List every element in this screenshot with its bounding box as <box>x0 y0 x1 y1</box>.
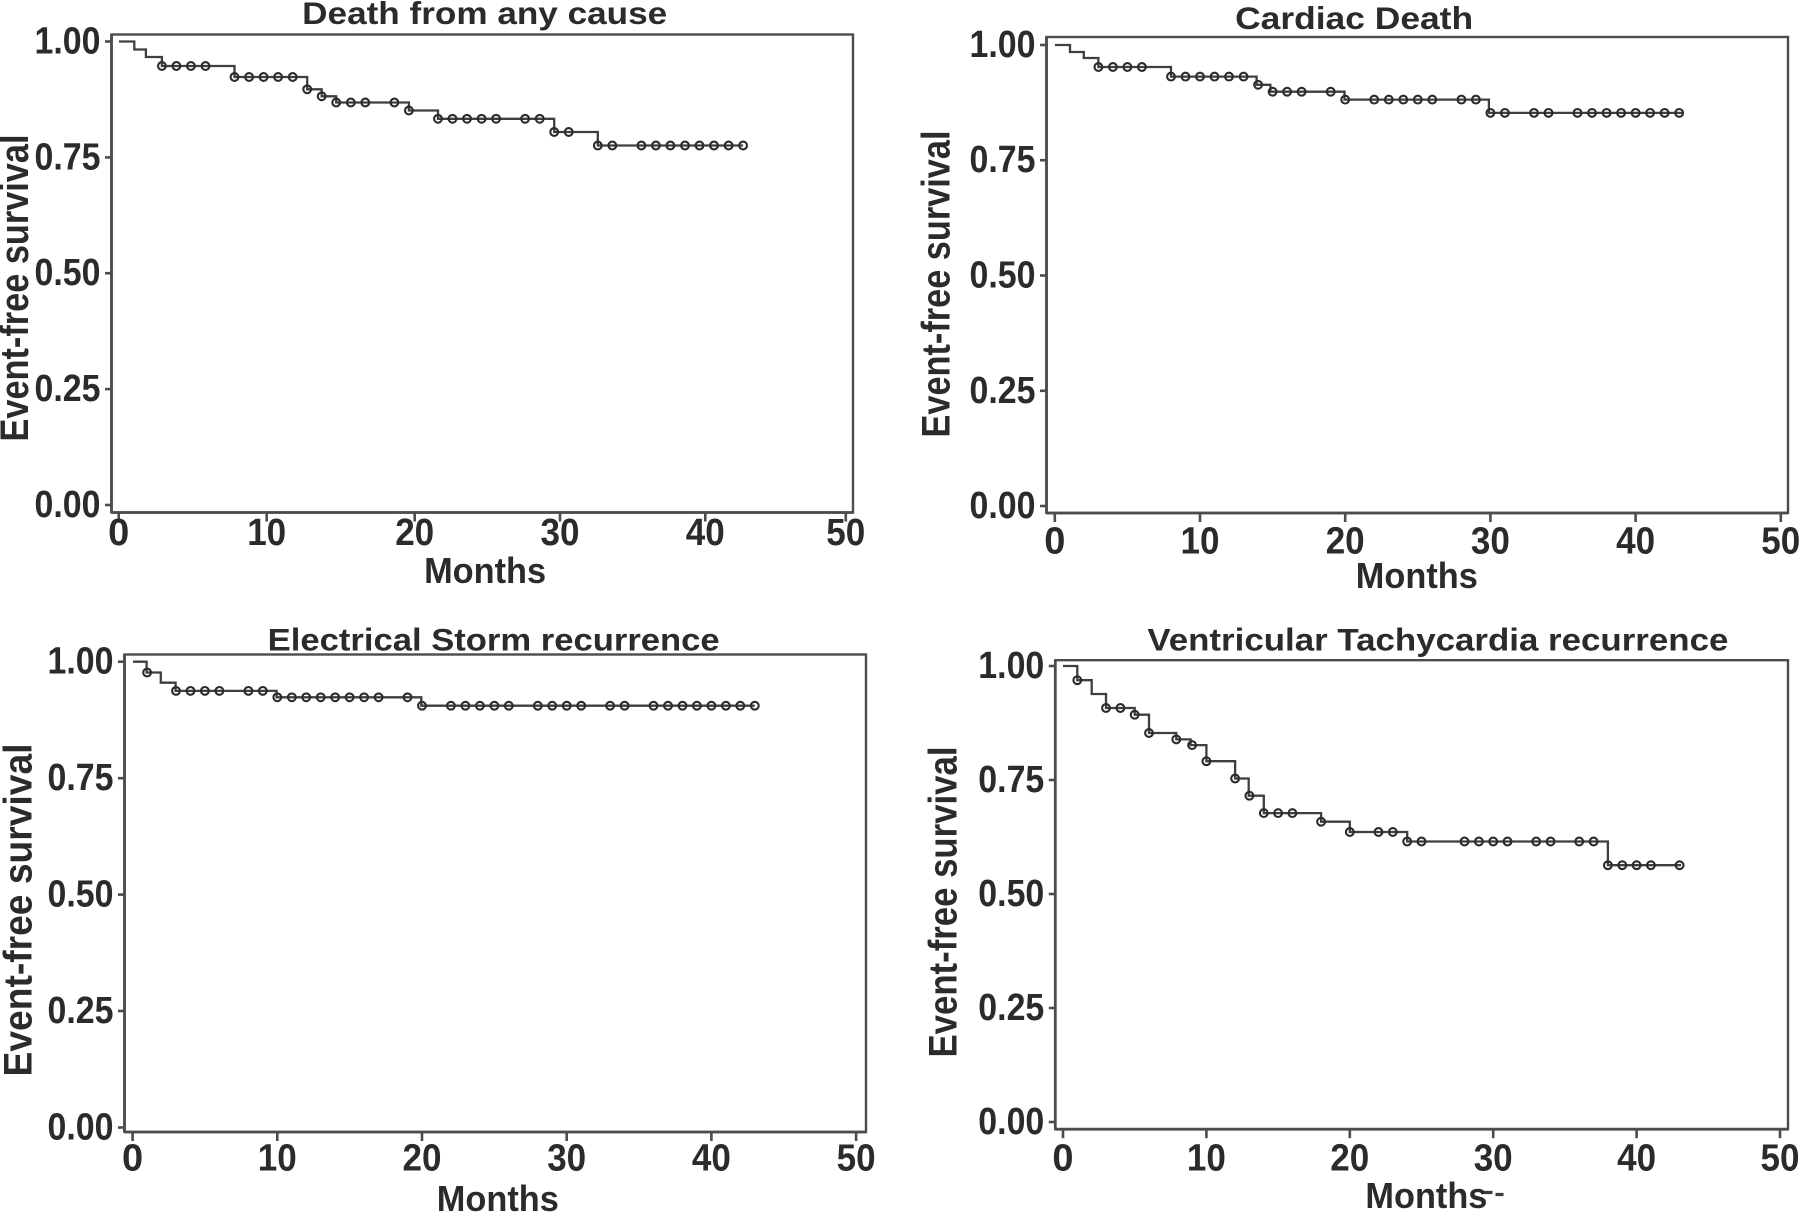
svg-text:10: 10 <box>1187 1138 1226 1180</box>
svg-text:Ventricular Tachycardia recurr: Ventricular Tachycardia recurrence <box>1147 622 1728 658</box>
svg-text:20: 20 <box>1326 521 1365 563</box>
svg-text:Months: Months <box>424 550 546 591</box>
svg-text:Cardiac Death: Cardiac Death <box>1235 0 1473 36</box>
svg-text:0.50: 0.50 <box>970 255 1036 297</box>
svg-text:0.75: 0.75 <box>978 759 1044 801</box>
svg-text:0.00: 0.00 <box>970 485 1036 527</box>
svg-text:10: 10 <box>258 1138 297 1180</box>
svg-text:Death from any cause: Death from any cause <box>302 0 667 31</box>
svg-text:30: 30 <box>1474 1138 1513 1180</box>
svg-text:Event-free survival: Event-free survival <box>0 744 40 1077</box>
svg-text:0.50: 0.50 <box>48 874 114 916</box>
svg-text:0: 0 <box>1052 1138 1073 1180</box>
svg-text:0.25: 0.25 <box>35 368 101 410</box>
svg-text:0.75: 0.75 <box>35 136 101 178</box>
svg-text:30: 30 <box>1471 521 1510 563</box>
svg-text:50: 50 <box>1761 521 1800 563</box>
svg-text:Months: Months <box>1356 555 1478 596</box>
svg-text:10: 10 <box>1181 521 1220 563</box>
svg-text:Event-free survival: Event-free survival <box>922 746 966 1057</box>
svg-text:40: 40 <box>1616 521 1655 563</box>
svg-text:20: 20 <box>395 512 434 554</box>
svg-text:40: 40 <box>1617 1138 1656 1180</box>
svg-text:Event-free survival: Event-free survival <box>0 135 37 442</box>
svg-text:1.00: 1.00 <box>970 24 1036 66</box>
svg-text:50: 50 <box>1761 1138 1800 1180</box>
svg-text:20: 20 <box>403 1138 442 1180</box>
svg-text:0.50: 0.50 <box>978 873 1044 915</box>
svg-text:0.50: 0.50 <box>35 252 101 294</box>
svg-text:40: 40 <box>692 1138 731 1180</box>
svg-text:30: 30 <box>541 512 580 554</box>
svg-text:1.00: 1.00 <box>35 21 101 63</box>
svg-text:0.75: 0.75 <box>970 139 1036 181</box>
svg-text:Electrical Storm recurrence: Electrical Storm recurrence <box>268 621 720 657</box>
svg-text:30: 30 <box>547 1138 586 1180</box>
svg-text:0.00: 0.00 <box>978 1101 1044 1143</box>
svg-text:0: 0 <box>108 512 129 554</box>
svg-text:40: 40 <box>686 512 725 554</box>
svg-text:20: 20 <box>1330 1138 1369 1180</box>
svg-text:10: 10 <box>247 512 286 554</box>
svg-text:1.00: 1.00 <box>48 641 114 683</box>
svg-text:50: 50 <box>837 1138 876 1180</box>
svg-text:50: 50 <box>826 512 865 554</box>
svg-text:0.75: 0.75 <box>48 757 114 799</box>
svg-text:Event-free survival: Event-free survival <box>914 131 958 438</box>
svg-text:0.00: 0.00 <box>48 1107 114 1149</box>
svg-text:0.25: 0.25 <box>978 987 1044 1029</box>
svg-text:Months: Months <box>1365 1175 1487 1212</box>
svg-text:0: 0 <box>122 1138 143 1180</box>
svg-text:0: 0 <box>1044 521 1065 563</box>
svg-text:0.25: 0.25 <box>970 370 1036 412</box>
svg-text:0.00: 0.00 <box>35 484 101 526</box>
svg-text:0.25: 0.25 <box>48 990 114 1032</box>
svg-text:1.00: 1.00 <box>978 645 1044 687</box>
svg-text:Months: Months <box>437 1178 559 1212</box>
